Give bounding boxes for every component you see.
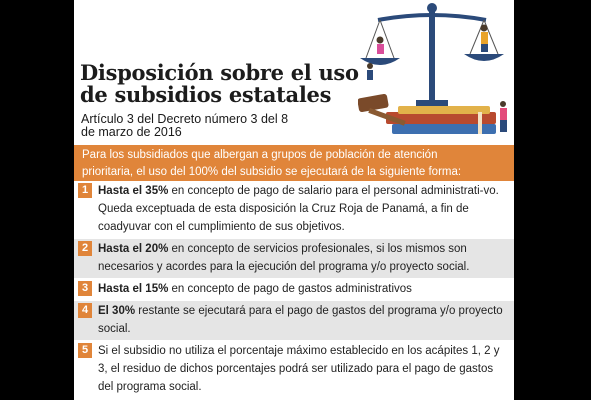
provisions-list: 1 Hasta el 35% en concepto de pago de sa…	[74, 181, 514, 399]
scales-of-justice-illustration	[358, 3, 507, 134]
item-number-badge: 4	[78, 303, 92, 318]
page-title: Disposición sobre el uso de subsidios es…	[80, 62, 380, 106]
item-number-badge: 1	[78, 183, 92, 198]
list-item: 5 Si el subsidio no utiliza el porcentaj…	[74, 341, 514, 399]
title-line-1: Disposición sobre el uso	[80, 60, 359, 85]
subtitle-line-1: Artículo 3 del Decreto número 3 del 8	[81, 112, 289, 126]
item-text: en concepto de pago de gastos administra…	[168, 283, 412, 295]
item-number-badge: 3	[78, 281, 92, 296]
list-item: 2 Hasta el 20% en concepto de servicios …	[74, 239, 514, 279]
item-text: Si el subsidio no utiliza el porcentaje …	[98, 345, 500, 393]
item-text: restante se ejecutará para el pago de ga…	[98, 305, 503, 335]
infographic-panel: Disposición sobre el uso de subsidios es…	[74, 0, 514, 400]
item-number-badge: 2	[78, 241, 92, 256]
intro-line-1: Para los subsidiados que albergan a grup…	[82, 149, 438, 161]
subtitle-line-2: de marzo de 2016	[81, 125, 182, 139]
list-item: 3 Hasta el 15% en concepto de pago de ga…	[74, 279, 514, 301]
item-text: en concepto de pago de salario para el p…	[98, 185, 499, 233]
item-highlight: Hasta el 15%	[98, 283, 169, 295]
list-item: 1 Hasta el 35% en concepto de pago de sa…	[74, 181, 514, 239]
title-line-2: de subsidios estatales	[80, 82, 332, 107]
subtitle: Artículo 3 del Decreto número 3 del 8 de…	[81, 113, 321, 139]
intro-banner: Para los subsidiados que albergan a grup…	[74, 145, 514, 181]
item-text: en concepto de servicios profesionales, …	[98, 243, 470, 273]
intro-line-2: prioritaria, el uso del 100% del subsidi…	[82, 166, 462, 178]
item-highlight: Hasta el 20%	[98, 243, 169, 255]
item-highlight: Hasta el 35%	[98, 185, 169, 197]
item-number-badge: 5	[78, 343, 92, 358]
item-highlight: El 30%	[98, 305, 136, 317]
list-item: 4 El 30% restante se ejecutará para el p…	[74, 301, 514, 341]
